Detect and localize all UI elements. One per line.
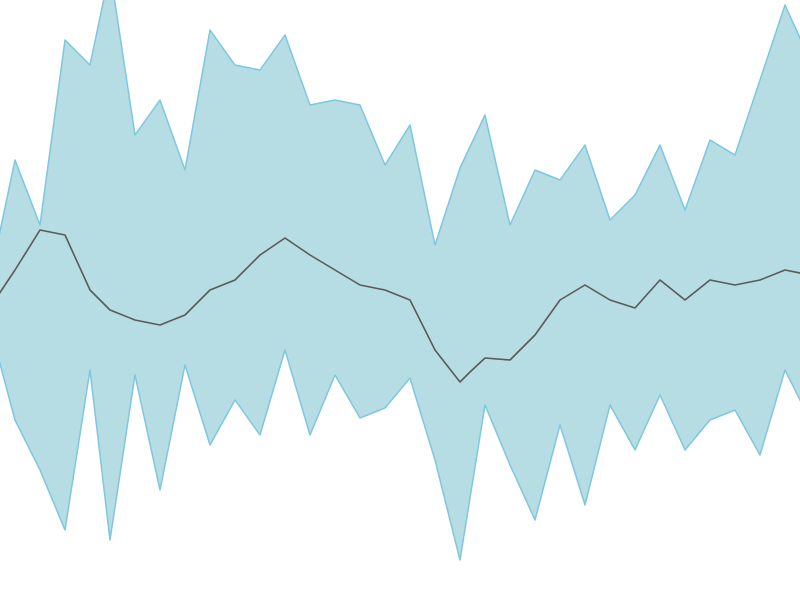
band-line-chart [0, 0, 800, 600]
